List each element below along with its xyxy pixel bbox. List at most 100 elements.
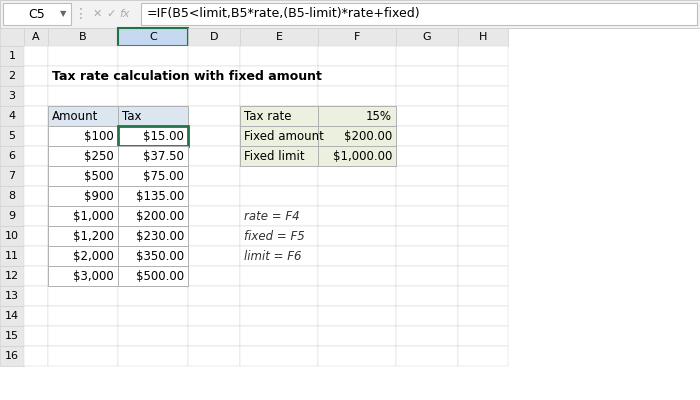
Bar <box>48 146 118 166</box>
Bar <box>318 246 396 266</box>
Bar <box>3 3 71 25</box>
Bar <box>240 326 318 346</box>
Bar <box>24 246 48 266</box>
Bar <box>0 166 24 186</box>
Text: ⋮: ⋮ <box>74 7 88 21</box>
Bar <box>188 266 240 286</box>
Bar <box>118 326 188 346</box>
Bar <box>48 226 118 246</box>
Bar <box>396 226 458 246</box>
Bar <box>240 246 318 266</box>
Bar <box>458 46 508 66</box>
Bar <box>0 346 24 366</box>
Bar <box>188 126 240 146</box>
Bar <box>118 246 188 266</box>
Bar <box>240 266 318 286</box>
Bar <box>48 206 118 226</box>
Bar <box>240 286 318 306</box>
Text: ✓: ✓ <box>106 9 116 19</box>
Bar <box>48 28 118 46</box>
Bar <box>188 106 240 126</box>
Text: G: G <box>423 32 431 42</box>
Text: F: F <box>354 32 360 42</box>
Bar <box>458 246 508 266</box>
Bar <box>458 86 508 106</box>
Bar <box>48 126 118 146</box>
Bar <box>396 126 458 146</box>
Text: ▼: ▼ <box>60 10 66 18</box>
Bar <box>318 126 396 146</box>
Text: 8: 8 <box>8 191 15 201</box>
Text: Tax rate: Tax rate <box>244 110 291 122</box>
Bar <box>0 66 24 86</box>
Bar <box>188 66 240 86</box>
Text: ✕: ✕ <box>92 9 102 19</box>
Bar <box>396 46 458 66</box>
Text: limit = F6: limit = F6 <box>244 250 302 262</box>
Bar <box>48 66 118 86</box>
Bar <box>188 28 240 46</box>
Bar <box>118 206 188 226</box>
Bar <box>396 186 458 206</box>
Text: $900: $900 <box>84 190 114 202</box>
Bar <box>240 86 318 106</box>
Bar <box>48 346 118 366</box>
Bar <box>188 286 240 306</box>
Text: 10: 10 <box>5 231 19 241</box>
Bar <box>0 306 24 326</box>
Bar <box>318 166 396 186</box>
Bar <box>318 106 396 126</box>
Bar <box>24 66 48 86</box>
Bar <box>0 326 24 346</box>
Bar <box>0 186 24 206</box>
Bar <box>0 106 24 126</box>
Bar <box>118 266 188 286</box>
Bar <box>240 106 318 126</box>
Text: 5: 5 <box>8 131 15 141</box>
Bar <box>396 146 458 166</box>
Bar <box>318 266 396 286</box>
Bar <box>240 28 318 46</box>
Bar <box>240 306 318 326</box>
Bar <box>318 186 396 206</box>
Bar <box>141 3 697 25</box>
Bar <box>24 126 48 146</box>
Bar <box>118 246 188 266</box>
Bar <box>0 226 24 246</box>
Bar <box>24 226 48 246</box>
Text: C: C <box>149 32 157 42</box>
Bar <box>118 346 188 366</box>
Bar <box>118 86 188 106</box>
Bar <box>48 166 118 186</box>
Bar <box>24 146 48 166</box>
Bar <box>188 146 240 166</box>
Bar <box>48 206 118 226</box>
Bar <box>240 106 318 126</box>
Bar <box>188 86 240 106</box>
Text: 7: 7 <box>8 171 15 181</box>
Text: H: H <box>479 32 487 42</box>
Bar <box>0 246 24 266</box>
Bar <box>318 66 396 86</box>
Bar <box>458 286 508 306</box>
Bar <box>240 146 318 166</box>
Bar <box>396 206 458 226</box>
Bar <box>396 166 458 186</box>
Bar <box>118 186 188 206</box>
Text: 2: 2 <box>8 71 15 81</box>
Bar <box>240 166 318 186</box>
Bar <box>118 166 188 186</box>
Text: Fixed limit: Fixed limit <box>244 150 304 162</box>
Bar <box>48 146 118 166</box>
Bar <box>24 266 48 286</box>
Bar <box>24 86 48 106</box>
Bar <box>48 266 118 286</box>
Bar <box>118 286 188 306</box>
Bar <box>118 206 188 226</box>
Bar <box>118 306 188 326</box>
Bar <box>396 28 458 46</box>
Bar <box>24 346 48 366</box>
Text: A: A <box>32 32 40 42</box>
Text: Fixed amount: Fixed amount <box>244 130 324 142</box>
Bar <box>240 346 318 366</box>
